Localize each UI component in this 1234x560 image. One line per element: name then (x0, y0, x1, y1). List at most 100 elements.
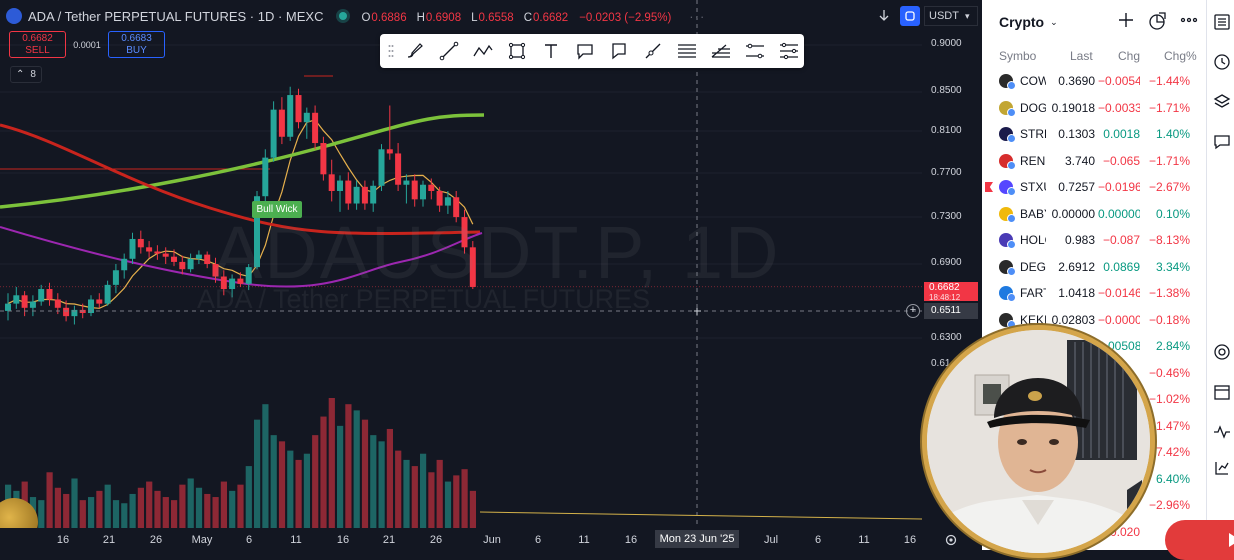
path-icon[interactable] (468, 37, 498, 65)
volume-bar (312, 435, 319, 528)
brush-icon[interactable] (400, 37, 430, 65)
watchlist-row[interactable]: −2.96% (982, 492, 1206, 519)
candle-body (345, 180, 352, 204)
ohlc-key: H (416, 11, 425, 24)
currency-select[interactable]: USDT ▾ (924, 6, 978, 26)
watchlist-row[interactable]: DEGEN 2.6912 0.0869 3.34% (982, 254, 1206, 281)
text-icon[interactable] (536, 37, 566, 65)
watchlist-row[interactable]: KEKIUS 0.02803−0.0000 −0.18% (982, 307, 1206, 334)
settings-icon[interactable] (944, 533, 958, 547)
candle-body (154, 251, 161, 254)
alerts-clock-icon[interactable] (1212, 52, 1232, 72)
data-window-icon[interactable] (1212, 458, 1232, 478)
target-icon[interactable] (1212, 342, 1232, 362)
rectangle-icon[interactable] (502, 37, 532, 65)
price-axis-label: 0.7300 (931, 211, 962, 222)
watchlist-row[interactable]: FARTCOIN 1.0418−0.0146 −1.38% (982, 280, 1206, 307)
watchlist-row[interactable]: COW 0.3690 −0.0054 −1.44% (982, 68, 1206, 95)
market-status-icon[interactable] (339, 12, 348, 20)
subscribe-bubble[interactable] (1165, 520, 1234, 560)
calendar-icon[interactable] (1212, 382, 1232, 402)
watchlist-title[interactable]: Crypto (999, 14, 1045, 30)
add-symbol-icon[interactable] (1118, 12, 1134, 35)
chat-icon[interactable] (1212, 132, 1232, 152)
coin-logo-icon (999, 100, 1016, 117)
more-options-icon[interactable] (1180, 12, 1198, 35)
volume-bar (295, 459, 302, 528)
buy-price: 0.6683 (121, 32, 152, 44)
volume-bar (428, 472, 435, 528)
watchlist-last: 0.00000 (1051, 206, 1095, 221)
price-chart[interactable] (0, 0, 922, 528)
indicators-toggle[interactable]: ⌃ 8 (10, 66, 42, 83)
candle-body (112, 270, 119, 285)
layers-icon[interactable] (1212, 92, 1232, 112)
watchlist-row[interactable]: DOG 0.19018 −0.0033 −1.71% (982, 95, 1206, 122)
ray-icon[interactable] (638, 37, 668, 65)
watchlist-row[interactable]: −0.46% (982, 360, 1206, 387)
column-last[interactable]: Last (1070, 49, 1093, 63)
watchlist-row[interactable]: STRK 0.1303 0.0018 1.40% (982, 121, 1206, 148)
sync-icon[interactable] (900, 6, 920, 26)
ohlc-value: 0.6682 (533, 11, 569, 24)
fib-retracement-icon[interactable] (672, 37, 702, 65)
ohlc-item: C0.6682 (524, 12, 575, 24)
sell-button[interactable]: 0.6682 SELL (9, 31, 66, 58)
watchlist-row[interactable]: −1.02% (982, 386, 1206, 413)
pulse-icon[interactable] (1212, 422, 1232, 442)
bull-wick-annotation[interactable]: Bull Wick (252, 201, 302, 218)
candle-body (137, 238, 144, 248)
ohlc-key: C (523, 11, 533, 24)
candle-body (220, 276, 227, 290)
watchlist-row[interactable]: −7.42% (982, 439, 1206, 466)
pitchfork-icon[interactable] (774, 37, 804, 65)
candle-body (71, 309, 78, 317)
parallel-channel-icon[interactable] (740, 37, 770, 65)
watchlist-row[interactable]: RENDER 3.740 −0.065 −1.71% (982, 148, 1206, 175)
candle-body (378, 149, 385, 186)
watchlist-chg: −0.0033 (1098, 100, 1140, 115)
volume-bar (361, 419, 369, 528)
candle-body (54, 299, 61, 308)
add-alert-icon[interactable]: + (906, 304, 920, 318)
watchlist-row[interactable]: −1.47% (982, 413, 1206, 440)
column-chg[interactable]: Chg (1118, 49, 1141, 63)
column-symbol[interactable]: Symbo (999, 49, 1037, 63)
coin-logo-icon (999, 206, 1016, 223)
chevron-down-icon[interactable]: ⌄ (1050, 16, 1058, 27)
download-icon[interactable] (874, 6, 894, 26)
drag-handle-icon[interactable] (386, 43, 396, 59)
candle-body (46, 289, 53, 300)
price-axis[interactable]: 0.9000 0.8500 0.8100 0.7700 0.7300 0.6900 0.63… (922, 0, 982, 528)
candle-body (96, 299, 103, 304)
buy-button[interactable]: 0.6683 BUY (108, 31, 165, 58)
flag-icon[interactable] (985, 182, 993, 192)
fib-fan-icon[interactable] (706, 37, 736, 65)
volume-bar (370, 435, 377, 528)
watchlist-row[interactable]: 6.40% (982, 466, 1206, 493)
watchlist-icon[interactable] (1212, 12, 1232, 32)
more-icon[interactable]: ··· (689, 8, 706, 24)
chevron-up-icon: ⌃ (16, 69, 25, 80)
trend-line-icon[interactable] (434, 37, 464, 65)
time-axis[interactable]: 16 21 26 May 6 11 16 21 26 Jun 6 11 16 Jul 6 11 16 Mon 2… (0, 528, 982, 550)
watchlist-chg: −0.0146 (1098, 286, 1140, 300)
price-axis-label: 0.8100 (931, 125, 962, 136)
candle-body (328, 174, 335, 191)
chevron-down-icon: ▾ (964, 10, 970, 21)
watchlist-row[interactable]: HOLO 0.983 −0.087 −8.13% (982, 227, 1206, 254)
callout-icon[interactable] (570, 37, 600, 65)
watchlist-chg-percent: 3.34% (1155, 259, 1190, 274)
watchlist-row[interactable]: STXUSDT 0.7257−0.0196 −2.67% (982, 174, 1206, 201)
column-chg-percent[interactable]: Chg% (1164, 49, 1197, 63)
ohlc-values: O0.6886 H0.6908 L0.6558 C0.6682 −0.0203 (−2.… (361, 9, 681, 24)
time-axis-label: 6 (245, 534, 253, 546)
comment-icon[interactable] (604, 37, 634, 65)
volume-bar (112, 500, 120, 528)
crosshair-price-label: 0.6511 (924, 303, 978, 319)
chart-area[interactable]: ADAUSDT.P, 1D ADA / Tether PERPETUAL FUT… (0, 0, 982, 550)
symbol-title[interactable]: ADA / Tether PERPETUAL FUTURES · 1D · ME… (28, 8, 324, 24)
candle-body (411, 180, 418, 200)
advanced-view-icon[interactable] (1148, 12, 1166, 35)
